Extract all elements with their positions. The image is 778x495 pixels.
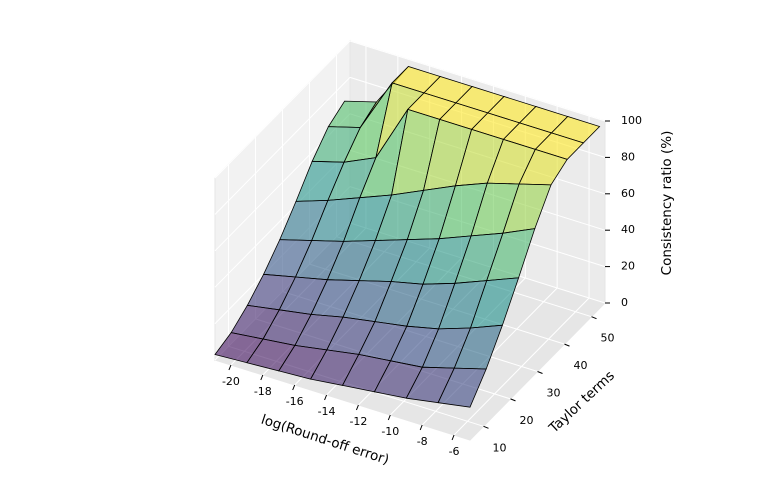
- x-tick: [387, 414, 391, 421]
- x-tick-label: -18: [254, 385, 272, 398]
- x-tick-label: -14: [318, 405, 336, 418]
- x-tick: [228, 364, 232, 371]
- x-tick: [260, 374, 264, 381]
- z-tick-label: 100: [621, 114, 642, 127]
- surface: [214, 66, 601, 408]
- y-tick-label: 10: [493, 441, 507, 454]
- z-tick-label: 60: [621, 187, 635, 200]
- x-tick-label: -6: [449, 445, 460, 458]
- y-tick-label: 20: [520, 414, 534, 427]
- x-tick-label: -20: [222, 375, 240, 388]
- x-tick: [292, 384, 296, 391]
- x-tick: [419, 424, 423, 431]
- y-tick: [537, 371, 543, 374]
- y-tick-label: 50: [601, 332, 615, 345]
- z-tick-label: 80: [621, 150, 635, 163]
- grid-line: [214, 40, 351, 179]
- x-tick-label: -12: [349, 415, 367, 428]
- x-tick-label: -10: [381, 425, 399, 438]
- z-axis-label: Consistency ratio (%): [659, 131, 675, 276]
- x-tick-label: -8: [417, 435, 428, 448]
- y-tick: [510, 398, 516, 402]
- z-tick-label: 20: [621, 260, 635, 273]
- y-tick-label: 30: [547, 387, 561, 400]
- y-tick: [591, 316, 597, 320]
- grid-line: [349, 40, 606, 122]
- y-axis-label: Taylor terms: [545, 368, 618, 437]
- x-tick: [324, 394, 328, 401]
- x-tick: [355, 404, 359, 411]
- y-tick-label: 40: [574, 359, 588, 372]
- z-tick-label: 40: [621, 223, 635, 236]
- grid-line: [214, 77, 351, 215]
- x-tick-label: -16: [286, 395, 304, 408]
- y-tick: [483, 425, 489, 429]
- x-axis-label: log(Round-off error): [259, 412, 391, 468]
- z-tick-label: 0: [621, 296, 628, 309]
- y-tick: [564, 343, 570, 347]
- x-tick: [451, 434, 455, 441]
- surface-cell: [437, 367, 487, 408]
